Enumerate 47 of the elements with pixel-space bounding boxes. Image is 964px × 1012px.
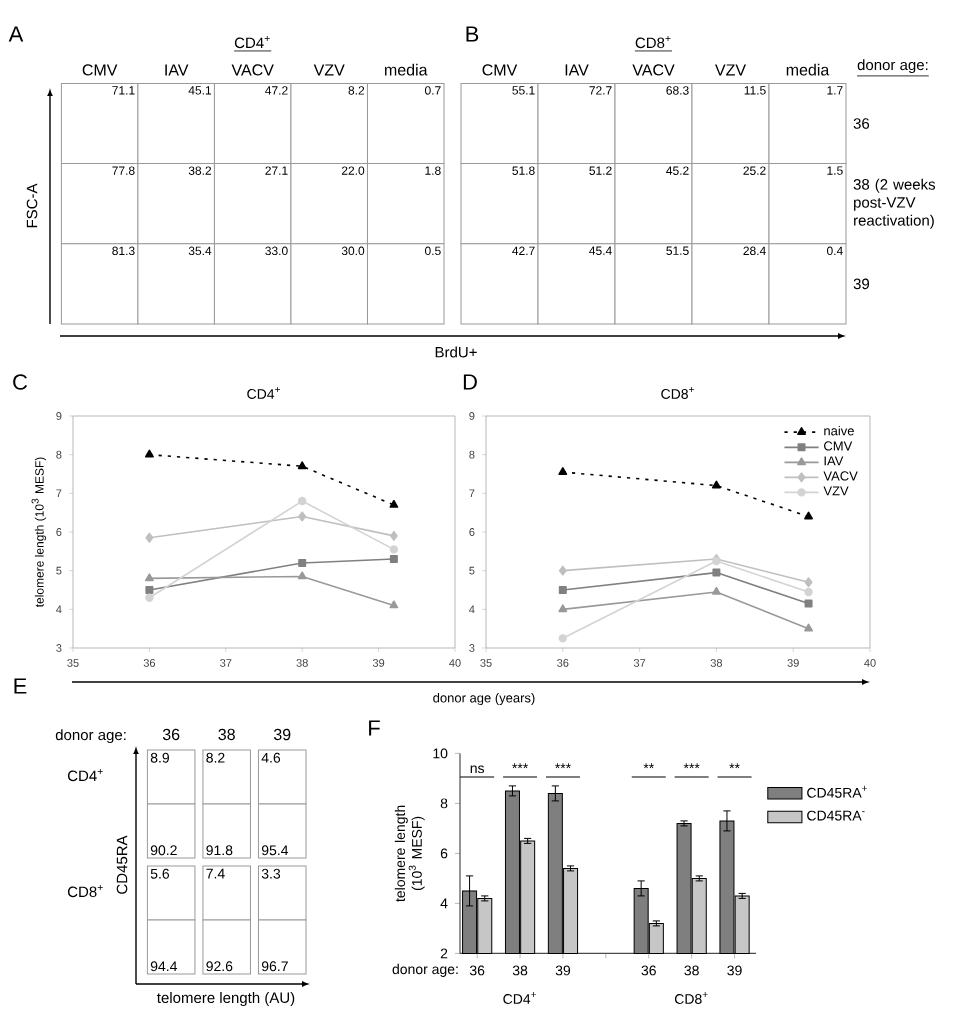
point (389, 530, 398, 541)
x-tick-label: 38 (218, 728, 235, 741)
text: A (8, 26, 24, 42)
x-tick-label: VACV (632, 64, 675, 76)
point (712, 568, 721, 577)
point (145, 593, 154, 602)
point (297, 461, 307, 470)
point (389, 545, 399, 554)
point (804, 577, 813, 588)
x-tick-label: IAV (565, 64, 589, 76)
x-tick-label: 39 (273, 728, 291, 741)
x-tick-label: VACV (231, 64, 274, 76)
point (298, 511, 307, 522)
point (297, 571, 307, 580)
point (144, 573, 154, 582)
x-tick-label: VZV (313, 64, 345, 76)
point (144, 449, 154, 458)
x-tick-label: VZV (715, 64, 746, 76)
point (804, 587, 813, 597)
point (804, 623, 813, 632)
point (804, 599, 813, 608)
point (711, 480, 721, 489)
text: F (369, 720, 380, 736)
x-tick-label: IAV (165, 64, 189, 76)
point (145, 532, 154, 543)
point (298, 496, 307, 506)
point (804, 511, 813, 520)
point (558, 634, 567, 643)
point (389, 499, 399, 508)
point (558, 467, 568, 475)
x-tick-label: media (786, 63, 830, 76)
text: B (466, 26, 479, 42)
point (145, 585, 154, 594)
x-tick-label: CMV (82, 64, 118, 76)
x-tick-label: 36 (162, 728, 180, 741)
text: E (14, 678, 27, 694)
point (389, 600, 399, 609)
x-tick-label: media (385, 63, 428, 76)
point (558, 565, 567, 576)
point (298, 558, 307, 567)
text: C (13, 374, 28, 390)
point (389, 555, 398, 564)
point (558, 585, 567, 594)
text: D (463, 374, 477, 390)
point (711, 586, 721, 595)
point (558, 604, 568, 613)
x-tick-label: CMV (482, 64, 518, 76)
